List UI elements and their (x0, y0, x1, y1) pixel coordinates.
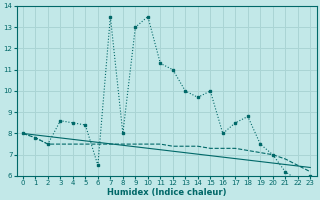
X-axis label: Humidex (Indice chaleur): Humidex (Indice chaleur) (107, 188, 226, 197)
